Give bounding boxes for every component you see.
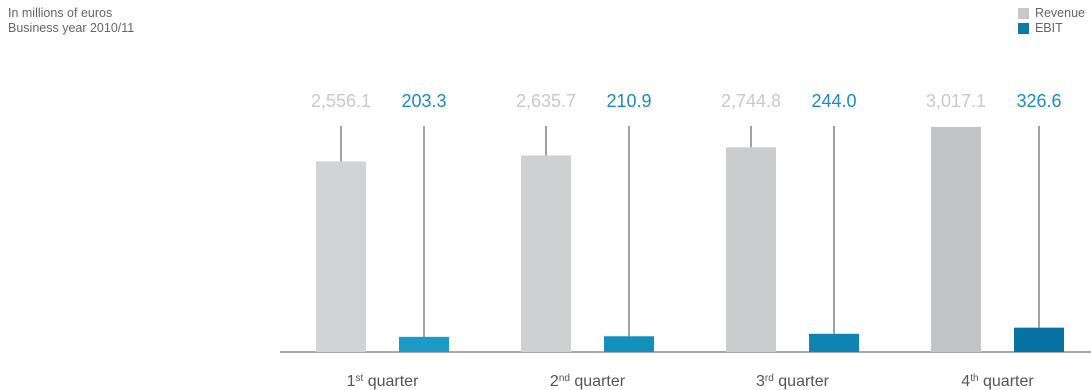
bar-ebit-q4: [1014, 327, 1064, 352]
bar-revenue-q4: [931, 127, 981, 352]
legend-item-ebit: EBIT: [1017, 21, 1085, 36]
x-tick-label-q4: 4th quarter: [961, 373, 1034, 390]
bar-ebit-q2: [604, 336, 654, 352]
legend: Revenue EBIT: [1017, 6, 1085, 36]
legend-label-ebit: EBIT: [1034, 21, 1063, 35]
chart-subtitle: In millions of euros Business year 2010/…: [8, 6, 134, 36]
bar-revenue-q3: [726, 147, 776, 352]
bar-ebit-q1: [399, 336, 449, 352]
data-label-ebit-q1: 203.3: [401, 91, 446, 111]
x-tick-label-q3: 3rd quarter: [756, 373, 830, 390]
data-label-revenue-q4: 3,017.1: [926, 91, 986, 111]
data-label-revenue-q2: 2,635.7: [516, 91, 576, 111]
bar-ebit-q3: [809, 333, 859, 352]
x-tick-label-q1: 1st quarter: [347, 373, 420, 390]
data-label-revenue-q3: 2,744.8: [721, 91, 781, 111]
bar-revenue-q2: [521, 155, 571, 352]
unit-label: In millions of euros: [8, 6, 113, 20]
bar-revenue-q1: [316, 161, 366, 352]
data-label-ebit-q2: 210.9: [606, 91, 651, 111]
data-label-ebit-q3: 244.0: [811, 91, 856, 111]
legend-swatch-revenue: [1017, 8, 1029, 19]
data-label-revenue-q1: 2,556.1: [311, 91, 371, 111]
legend-swatch-ebit: [1017, 23, 1029, 34]
legend-item-revenue: Revenue: [1017, 6, 1085, 21]
x-tick-label-q2: 2nd quarter: [550, 373, 626, 390]
legend-label-revenue: Revenue: [1034, 6, 1085, 20]
data-label-ebit-q4: 326.6: [1016, 91, 1061, 111]
period-label: Business year 2010/11: [8, 21, 135, 35]
